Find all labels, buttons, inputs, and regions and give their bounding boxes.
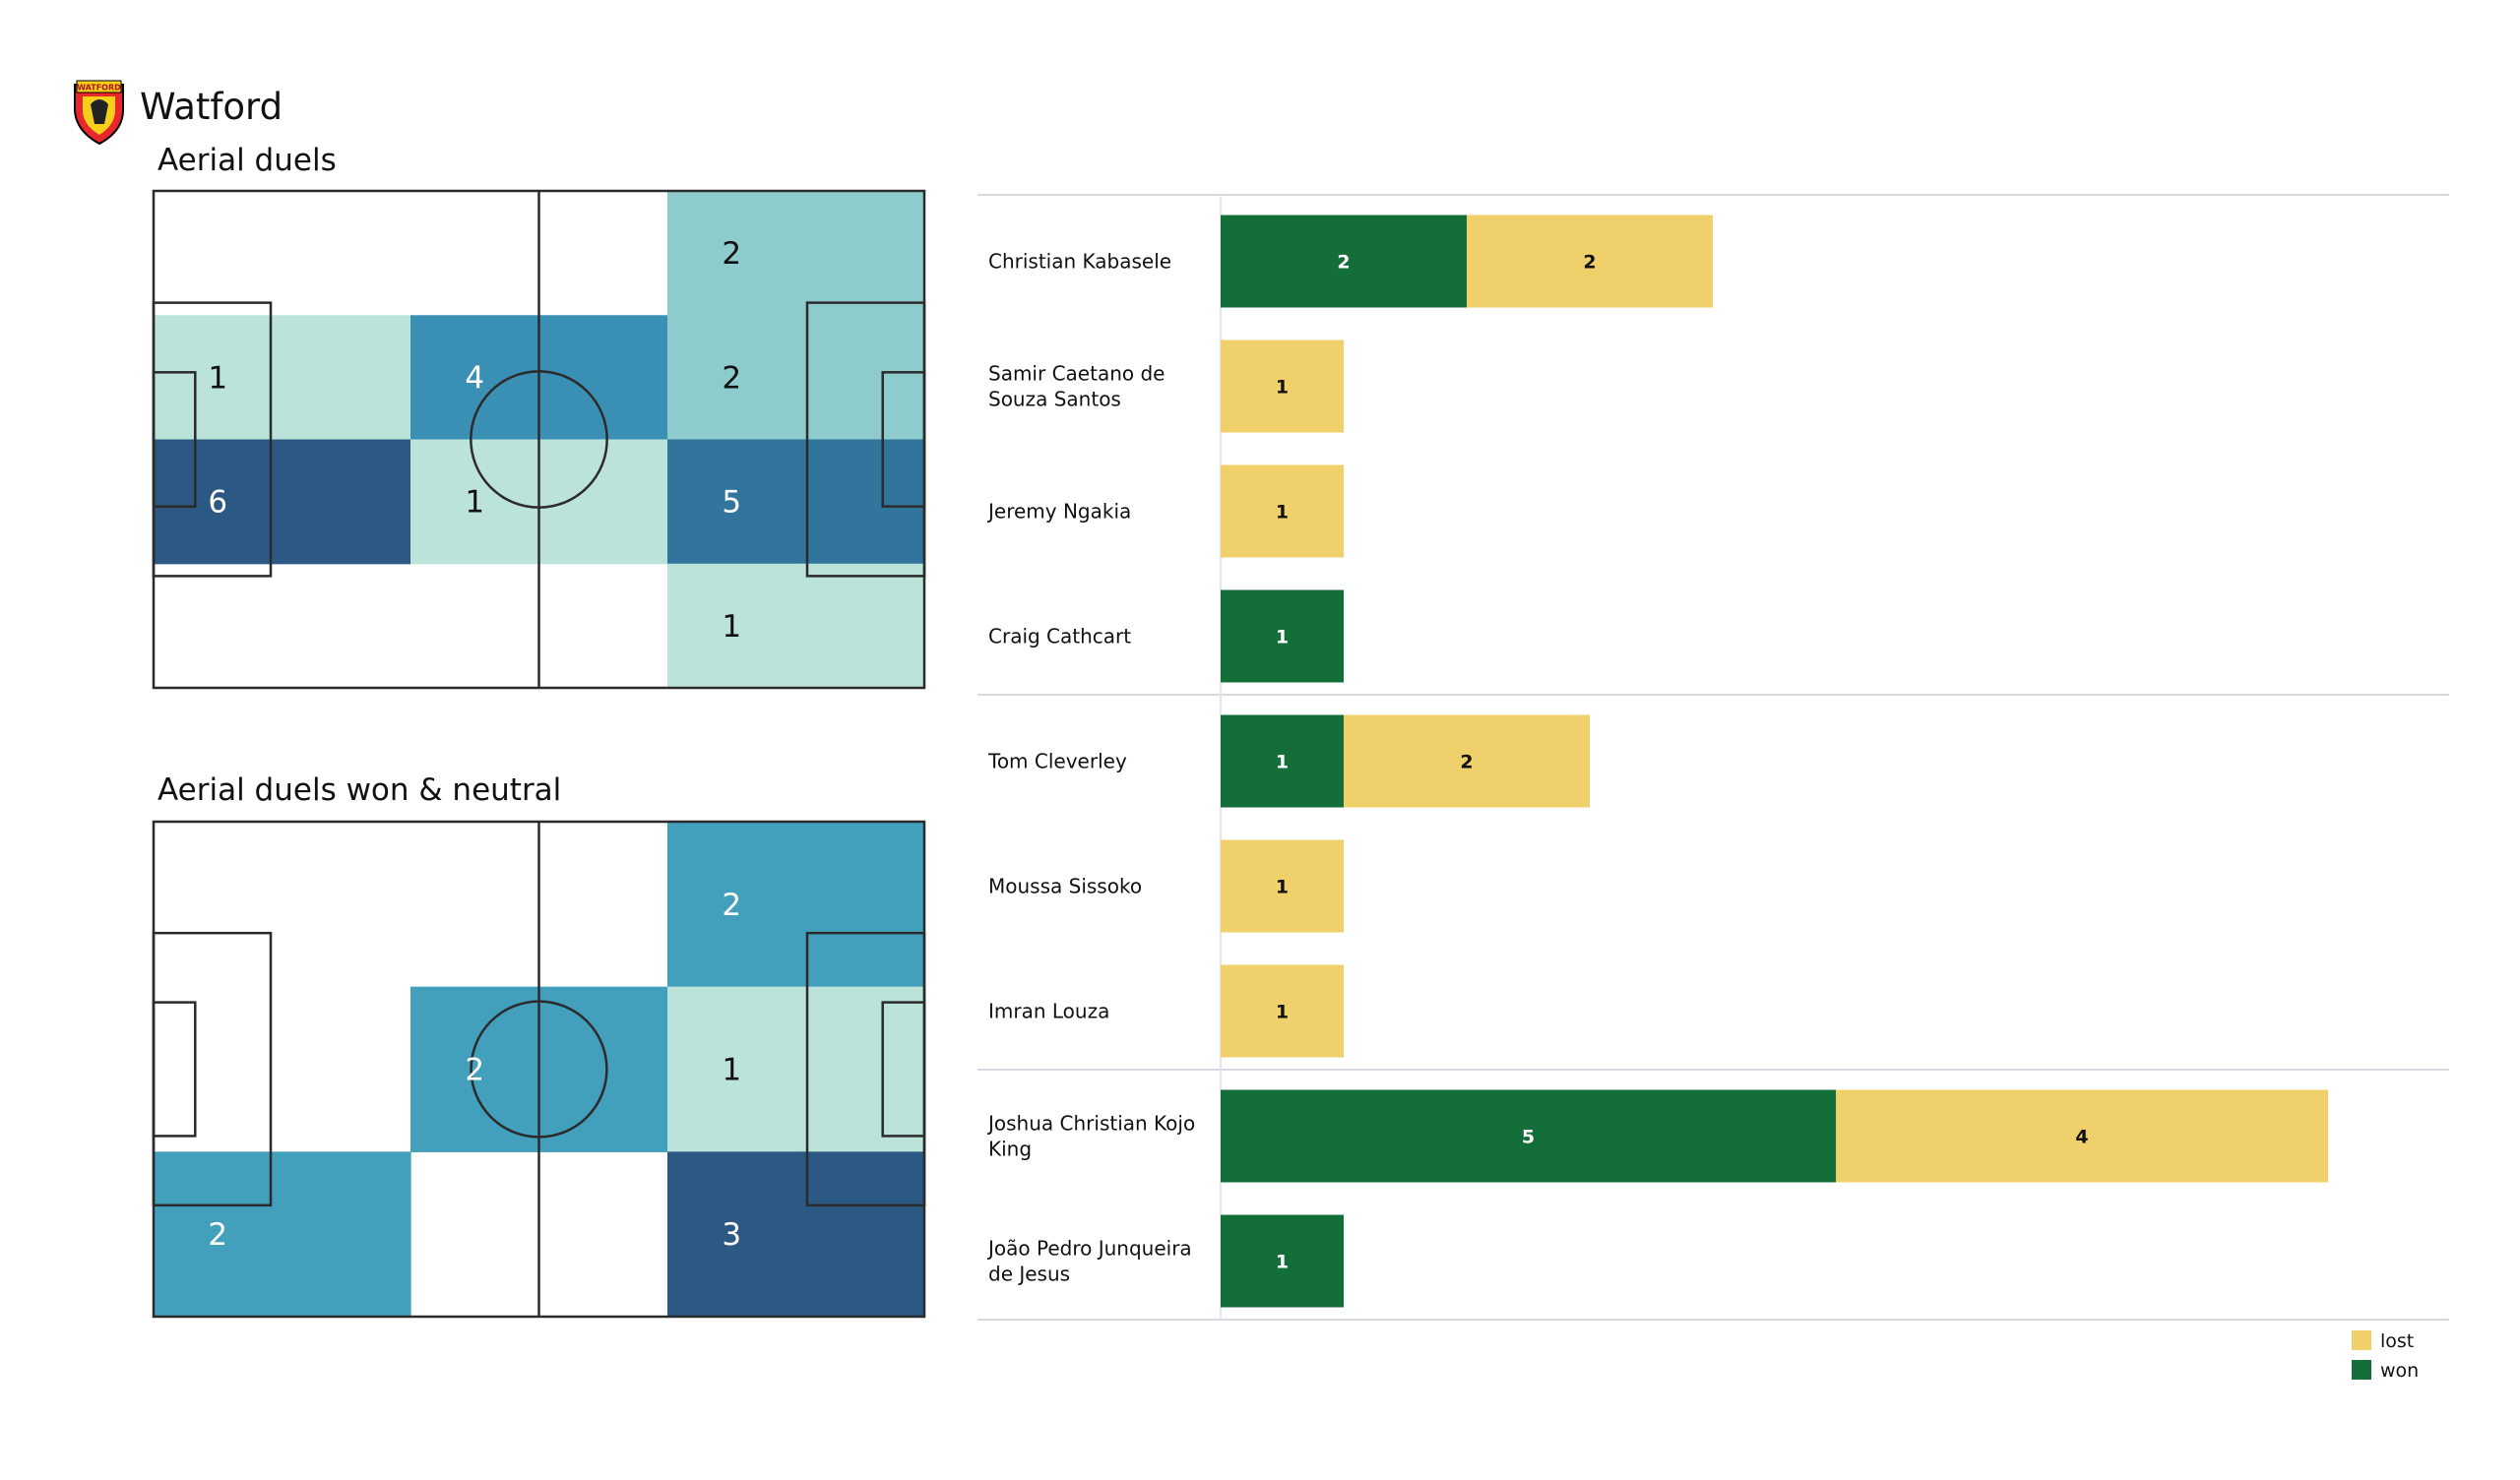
legend-swatch-won [2352, 1360, 2371, 1380]
bar-lost [1221, 839, 1344, 933]
heatmap-cell [154, 1151, 284, 1318]
heatmap-cell [538, 986, 668, 1152]
bar-lost [1467, 215, 1713, 308]
goal-box-right [881, 1001, 926, 1138]
player-name-label: Joshua Christian Kojo King [986, 1112, 1195, 1161]
centre-circle [470, 370, 608, 509]
heatmap-cell-label: 2 [208, 1217, 227, 1253]
heatmap-aerial-duels-won-neutral: Aerial duels won & neutral 2 2 1 2 3 [152, 772, 926, 1319]
heatmap-cell [795, 822, 925, 988]
bar-value-label: 1 [1276, 377, 1289, 399]
heatmap-cell [667, 1151, 797, 1318]
bar-row: Moussa Sissoko 1 [988, 839, 1344, 933]
bar-value-label: 1 [1276, 877, 1289, 898]
heatmap-cell [154, 439, 284, 565]
player-name-label: Jeremy Ngakia [986, 500, 1131, 524]
bar-won [1221, 714, 1344, 808]
bar-lost [1344, 714, 1590, 808]
logo-text: WATFORD [77, 84, 121, 92]
bar-value-label: 1 [1276, 627, 1289, 648]
player-name-label: João Pedro Junqueira de Jesus [986, 1237, 1192, 1286]
bar-row: Samir Caetano de Souza Santos 1 [988, 339, 1344, 433]
heatmap-cell-label: 5 [722, 485, 741, 521]
goal-box-left [152, 371, 197, 508]
heatmap-cell-label: 2 [722, 360, 741, 396]
bar-value-label: 2 [1460, 752, 1473, 773]
heatmap-cell-label: 2 [722, 236, 741, 272]
heatmap-cell [795, 563, 925, 689]
heatmap-cell [667, 315, 797, 441]
heatmap-cell-label: 1 [722, 609, 741, 645]
heatmap-cell [795, 1151, 925, 1318]
legend-label-lost: lost [2380, 1330, 2414, 1352]
player-name-label: Samir Caetano de Souza Santos [988, 362, 1165, 411]
heatmap-cell-label: 1 [208, 360, 227, 396]
bar-value-label: 1 [1276, 1252, 1289, 1273]
heatmap-cell-label: 1 [465, 485, 484, 521]
heatmap-title: Aerial duels won & neutral [158, 772, 561, 808]
heatmap-cell [667, 822, 797, 988]
bar-row: Imran Louza 1 [988, 964, 1344, 1058]
bar-row: Christian Kabasele 2 2 [988, 215, 1713, 308]
team-logo: WATFORD [74, 80, 124, 146]
player-name-label: Craig Cathcart [988, 625, 1131, 648]
heatmap-cell [667, 986, 797, 1152]
bar-won [1221, 215, 1467, 308]
heatmap-cell-label: 3 [722, 1217, 741, 1253]
heatmap-cell [667, 563, 797, 689]
bar-value-label: 5 [1522, 1127, 1535, 1148]
heatmap-cell-label: 6 [208, 485, 227, 521]
bar-row: Joshua Christian Kojo King 5 4 [986, 1089, 2328, 1183]
bar-value-label: 2 [1337, 252, 1350, 274]
heatmap-cell [282, 1151, 411, 1318]
page-title: Watford [140, 86, 283, 128]
bar-value-label: 1 [1276, 752, 1289, 773]
centre-circle [470, 1000, 608, 1139]
bar-value-label: 1 [1276, 1002, 1289, 1023]
legend: lost won [2352, 1330, 2419, 1382]
bar-row: João Pedro Junqueira de Jesus 1 [986, 1214, 1344, 1308]
goal-box-left [152, 1001, 197, 1138]
bar-value-label: 2 [1583, 252, 1596, 274]
heatmap-aerial-duels: Aerial duels 2 1 4 2 6 1 5 1 [152, 143, 926, 690]
player-aerial-duels-bar-chart: Christian Kabasele 2 2 Samir Caetano de Souz… [977, 194, 2449, 1321]
bar-value-label: 1 [1276, 502, 1289, 524]
bar-lost [1836, 1089, 2328, 1183]
bar-row: Jeremy Ngakia 1 [986, 464, 1344, 558]
bar-row: Craig Cathcart 1 [988, 589, 1344, 683]
player-name-label: Imran Louza [988, 1000, 1109, 1023]
heatmap-cell-label: 2 [722, 888, 741, 923]
bar-won [1221, 1214, 1344, 1308]
legend-label-won: won [2380, 1360, 2419, 1382]
legend-swatch-lost [2352, 1330, 2371, 1350]
bar-lost [1221, 964, 1344, 1058]
player-name-label: Moussa Sissoko [988, 875, 1142, 898]
player-name-label: Christian Kabasele [988, 250, 1171, 274]
bar-value-label: 4 [2075, 1127, 2088, 1148]
heatmap-cell [667, 191, 797, 316]
heatmap-cell [410, 986, 540, 1152]
heatmap-title: Aerial duels [158, 143, 337, 178]
heatmap-cell [667, 439, 797, 565]
heatmap-cell [154, 315, 284, 441]
heatmap-cell [795, 986, 925, 1152]
heatmap-cell [795, 191, 925, 316]
heatmap-cell [282, 315, 411, 441]
bar-lost [1221, 464, 1344, 558]
bar-won [1221, 1089, 1836, 1183]
heatmap-cell [282, 439, 411, 565]
bar-row: Tom Cleverley 1 2 [987, 714, 1590, 808]
bar-lost [1221, 339, 1344, 433]
goal-box-right [881, 371, 926, 508]
bar-won [1221, 589, 1344, 683]
player-name-label: Tom Cleverley [987, 750, 1127, 773]
heatmap-cell-label: 2 [465, 1053, 484, 1088]
heatmap-cell-label: 4 [465, 360, 484, 396]
heatmap-cell [795, 315, 925, 441]
heatmap-cell [410, 315, 540, 441]
heatmap-cell-label: 1 [722, 1053, 741, 1088]
heatmap-cell [795, 439, 925, 565]
